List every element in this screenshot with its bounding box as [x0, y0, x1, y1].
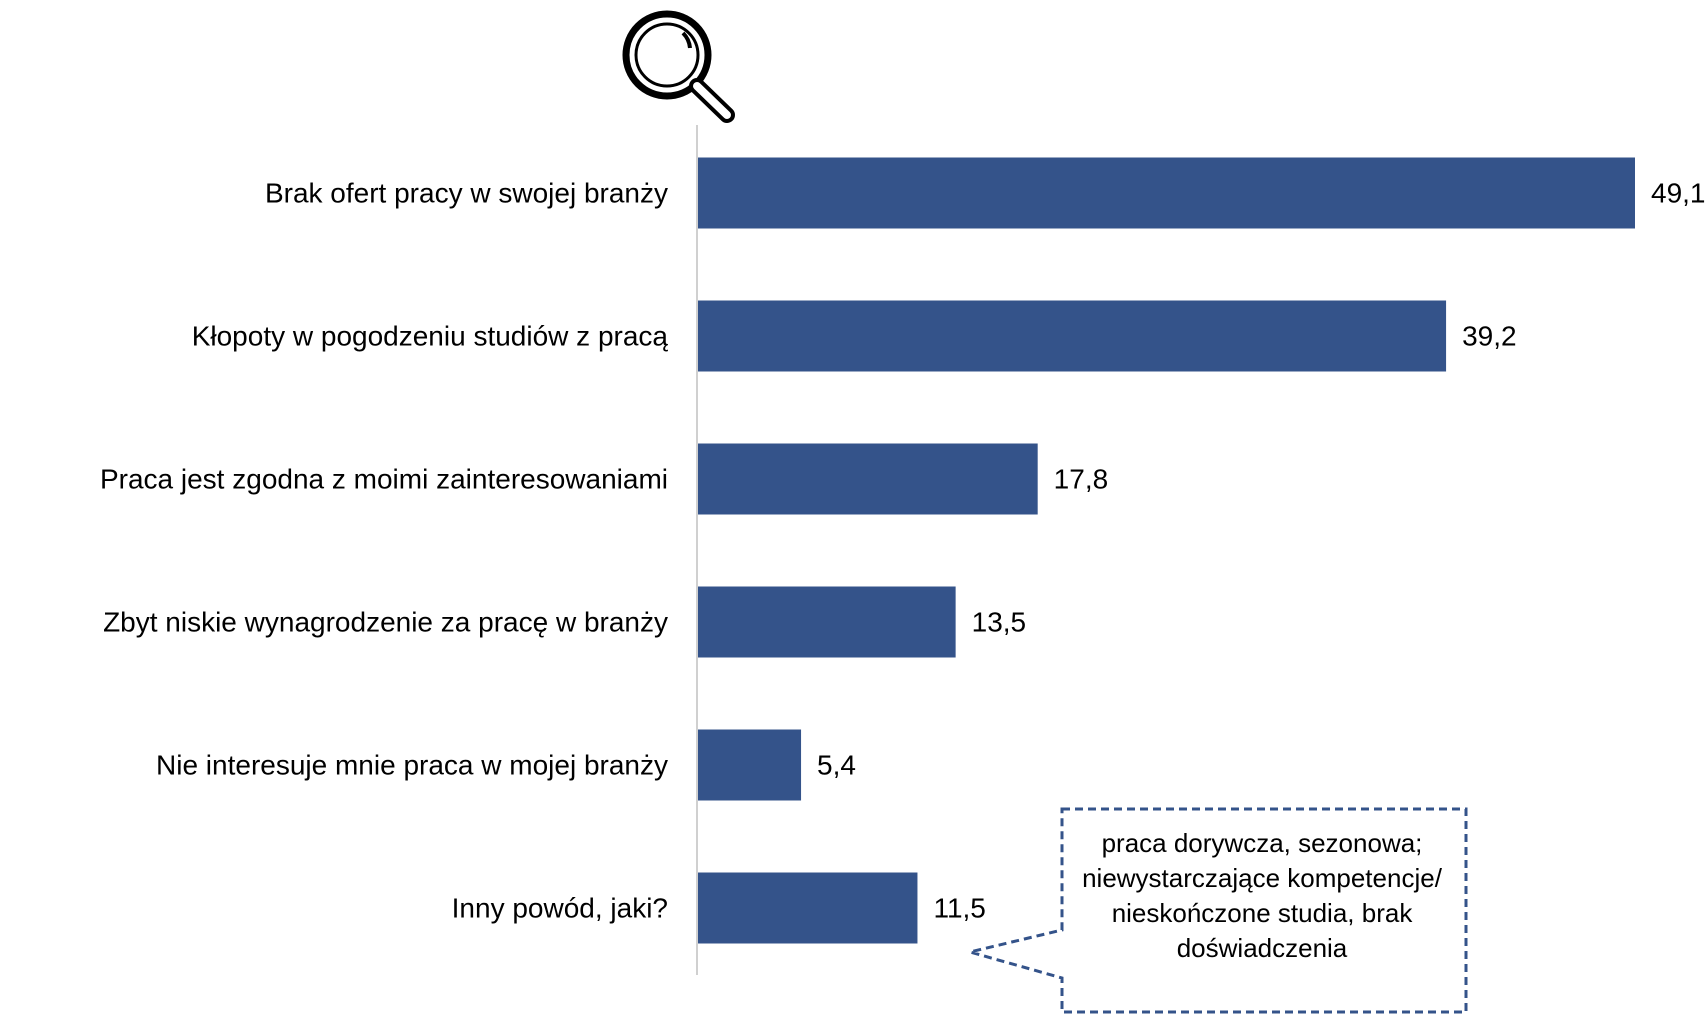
bar [698, 157, 1635, 229]
value-label: 39,2 [1462, 320, 1517, 351]
category-label: Nie interesuje mnie praca w mojej branży [156, 749, 668, 780]
bar [698, 729, 802, 801]
category-label: Inny powód, jaki? [452, 892, 668, 923]
magnifier-icon [622, 10, 735, 123]
bar [698, 586, 956, 658]
value-label: 17,8 [1054, 463, 1109, 494]
value-label: 49,1 [1651, 177, 1706, 208]
bar [698, 300, 1447, 372]
value-label: 11,5 [933, 892, 985, 923]
value-label: 5,4 [817, 749, 856, 780]
category-label: Praca jest zgodna z moimi zainteresowani… [100, 463, 668, 494]
callout-text: praca dorywcza, sezonowa; niewystarczają… [1082, 828, 1442, 963]
callout-box [964, 807, 1468, 1014]
category-label: Kłopoty w pogodzeniu studiów z pracą [192, 320, 669, 351]
category-label: Zbyt niskie wynagrodzenie za pracę w bra… [103, 606, 668, 637]
value-label: 13,5 [972, 606, 1027, 637]
bar [698, 872, 918, 944]
bar [698, 443, 1038, 515]
category-label: Brak ofert pracy w swojej branży [265, 177, 668, 208]
